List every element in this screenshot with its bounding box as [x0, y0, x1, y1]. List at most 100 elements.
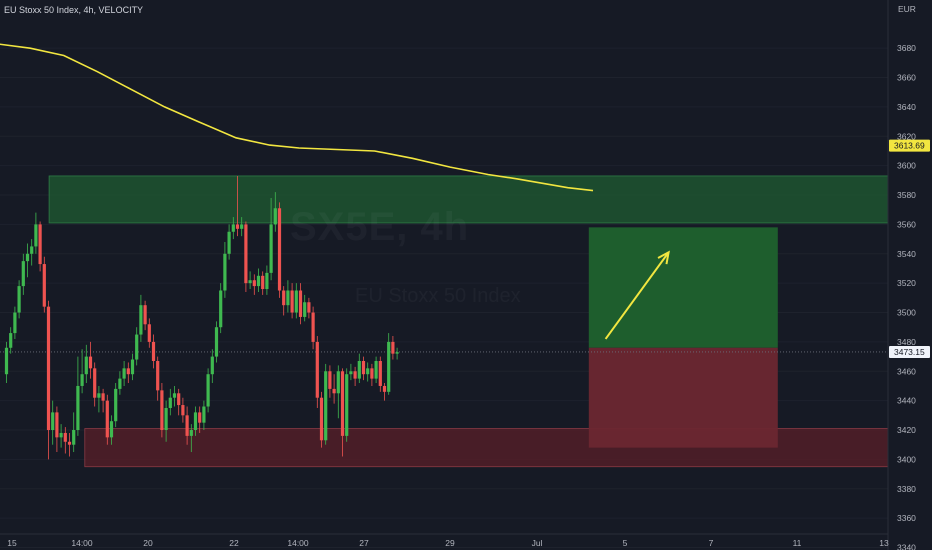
candle-body — [374, 360, 378, 379]
candle — [185, 406, 189, 445]
candle — [282, 286, 286, 316]
candle-body — [202, 406, 206, 423]
stop-box — [588, 347, 778, 448]
candle-body — [80, 374, 84, 386]
candle-body — [76, 385, 80, 431]
candle — [206, 368, 210, 413]
candle-body — [378, 360, 382, 386]
candle-body — [84, 356, 88, 375]
price-tick-label: 3340 — [897, 543, 916, 550]
time-tick-label: 15 — [7, 538, 17, 548]
candle — [202, 400, 206, 431]
candle-body — [349, 371, 353, 375]
candle-body — [17, 286, 21, 313]
candle-body — [261, 275, 265, 290]
candle — [105, 394, 109, 445]
candle — [244, 221, 248, 292]
candle-body — [34, 224, 38, 247]
candle — [269, 197, 273, 281]
candle — [227, 224, 231, 260]
candle-body — [181, 405, 185, 416]
price-tick-label: 3360 — [897, 513, 916, 523]
candle-body — [185, 415, 189, 436]
candle-body — [303, 302, 307, 317]
candle — [189, 424, 193, 453]
candle — [332, 374, 336, 404]
candle — [151, 334, 156, 369]
candle — [361, 356, 366, 381]
candle — [46, 300, 51, 460]
candle-body — [240, 224, 244, 229]
price-tick-label: 3560 — [897, 219, 916, 229]
time-tick-label: 14:00 — [287, 538, 309, 548]
candle — [84, 344, 88, 384]
candle — [311, 306, 315, 350]
candle — [324, 363, 328, 445]
candle — [76, 356, 80, 436]
time-tick-label: 27 — [359, 538, 369, 548]
candle — [303, 294, 307, 322]
candle — [248, 271, 252, 290]
candle — [118, 371, 122, 395]
candle-body — [361, 360, 366, 375]
candle-body — [223, 253, 227, 291]
price-tick-label: 3660 — [897, 73, 916, 83]
candle — [80, 349, 84, 394]
candle-body — [324, 371, 328, 441]
time-tick-label: 7 — [709, 538, 714, 548]
candle — [231, 217, 235, 240]
candle-body — [97, 393, 101, 398]
candle-body — [366, 368, 370, 375]
price-tick-label: 3540 — [897, 249, 916, 259]
candle — [336, 365, 340, 419]
candle — [63, 427, 67, 454]
candle — [256, 268, 261, 292]
candle — [353, 366, 357, 386]
candle — [298, 283, 303, 325]
candle — [72, 412, 76, 453]
price-axis[interactable]: EUR3680366036403620360035803560354035203… — [887, 0, 932, 550]
candle-body — [30, 246, 34, 254]
candle-body — [63, 432, 67, 442]
candle — [172, 385, 177, 407]
arrow-shaft — [604, 251, 670, 340]
candle-body — [227, 231, 231, 254]
candle-body — [382, 385, 387, 392]
candle-body — [231, 224, 235, 232]
ma-price-badge: 3613.69 — [894, 141, 925, 151]
price-tick-label: 3420 — [897, 425, 916, 435]
time-tick-label: 29 — [445, 538, 455, 548]
candle-body — [256, 275, 261, 287]
time-tick-label: Jul — [532, 538, 543, 548]
candle — [307, 297, 311, 319]
candle — [391, 336, 395, 360]
candle — [42, 256, 46, 313]
candle — [210, 349, 214, 384]
candle-body — [294, 290, 298, 313]
candle-body — [93, 368, 97, 398]
price-badges: 3613.69 3473.15 — [889, 139, 930, 358]
candle — [319, 391, 324, 448]
candle-body — [319, 397, 324, 441]
candle-body — [21, 261, 25, 287]
price-tick-label: 3620 — [897, 131, 916, 141]
candle-body — [357, 360, 361, 379]
supply-zone — [48, 175, 889, 224]
time-tick-label: 22 — [229, 538, 239, 548]
candle — [387, 333, 391, 395]
price-tick-label: 3440 — [897, 396, 916, 406]
candle — [130, 353, 135, 381]
currency-label: EUR — [898, 4, 916, 14]
zones-layer — [48, 175, 889, 468]
candle-body — [42, 264, 46, 307]
candle — [143, 300, 147, 331]
candle — [17, 280, 21, 319]
candle-body — [219, 290, 223, 328]
candle-body — [395, 352, 399, 354]
time-axis[interactable]: 15 14:00 20 22 14:00 27 29 Jul 5 7 11 13 — [0, 533, 889, 548]
candle — [277, 202, 282, 298]
candle — [240, 217, 244, 237]
candle — [294, 283, 298, 319]
time-tick-label: 13 — [879, 538, 889, 548]
